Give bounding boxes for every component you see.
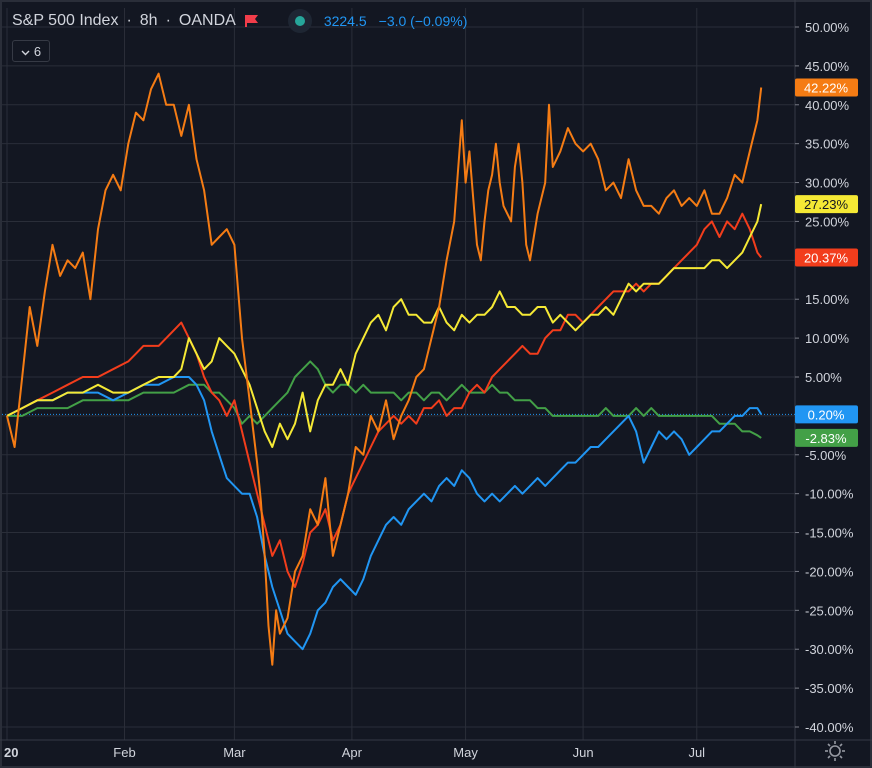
x-tick-label-6: Jul: [688, 745, 705, 760]
y-tick-label-8: 10.00%: [805, 331, 850, 346]
last-value-tag-blue: 0.20%: [795, 405, 858, 424]
series-line-blue[interactable]: [6, 376, 763, 651]
x-tick-label-5: Jun: [573, 745, 594, 760]
x-tick-label-1: Feb: [113, 745, 135, 760]
y-tick-label-10: -5.00%: [805, 448, 847, 463]
chevron-down-icon: [21, 44, 30, 59]
y-tick-label-3: 35.00%: [805, 137, 850, 152]
last-value-tag-yellow: 27.23%: [795, 195, 858, 214]
interval-label[interactable]: 8h: [139, 12, 158, 29]
y-tick-label-16: -35.00%: [805, 681, 854, 696]
y-tick-label-15: -30.00%: [805, 642, 854, 657]
y-tick-label-4: 30.00%: [805, 176, 850, 191]
settings-gear-icon[interactable]: [824, 740, 846, 762]
source-label: OANDA: [178, 12, 236, 29]
series-line-orange[interactable]: [6, 72, 763, 666]
last-value-text-blue: 0.20%: [808, 407, 845, 422]
indicator-count: 6: [33, 43, 42, 59]
header-separator: ·: [126, 12, 132, 29]
flag-icon[interactable]: [244, 14, 260, 28]
y-tick-label-7: 15.00%: [805, 292, 850, 307]
last-price: 3224.5: [323, 13, 367, 29]
y-tick-label-9: 5.00%: [805, 370, 842, 385]
last-value-tag-green: -2.83%: [795, 428, 858, 447]
y-tick-label-0: 50.00%: [805, 20, 850, 35]
price-change: −3.0 (−0.09%): [378, 13, 468, 29]
series-line-green[interactable]: [7, 360, 762, 439]
x-tick-label-4: May: [453, 745, 478, 760]
last-value-text-green: -2.83%: [805, 431, 847, 446]
last-value-text-red: 20.37%: [804, 250, 849, 265]
series-line-yellow[interactable]: [6, 203, 763, 448]
header-separator-2: ·: [165, 12, 171, 29]
symbol-title[interactable]: S&P 500 Index: [12, 12, 119, 29]
y-tick-label-2: 40.00%: [805, 98, 850, 113]
y-tick-label-5: 25.00%: [805, 214, 850, 229]
last-value-text-yellow: 27.23%: [804, 197, 849, 212]
market-status-icon[interactable]: [287, 9, 312, 33]
y-tick-label-11: -10.00%: [805, 487, 854, 502]
last-value-tag-red: 20.37%: [795, 248, 858, 267]
x-tick-label-0: 20: [4, 745, 18, 760]
x-tick-label-3: Apr: [342, 745, 363, 760]
y-tick-label-1: 45.00%: [805, 59, 850, 74]
y-tick-label-14: -25.00%: [805, 603, 854, 618]
y-tick-label-17: -40.00%: [805, 720, 854, 735]
x-tick-label-2: Mar: [223, 745, 246, 760]
last-value-tag-orange: 42.22%: [795, 78, 858, 97]
last-value-text-orange: 42.22%: [804, 81, 849, 96]
indicators-toggle[interactable]: 6: [12, 40, 50, 62]
chart-header: S&P 500 Index · 8h · OANDA 3224.5 −3.0 (…: [12, 9, 468, 33]
y-tick-label-12: -15.00%: [805, 526, 854, 541]
y-tick-label-13: -20.00%: [805, 564, 854, 579]
